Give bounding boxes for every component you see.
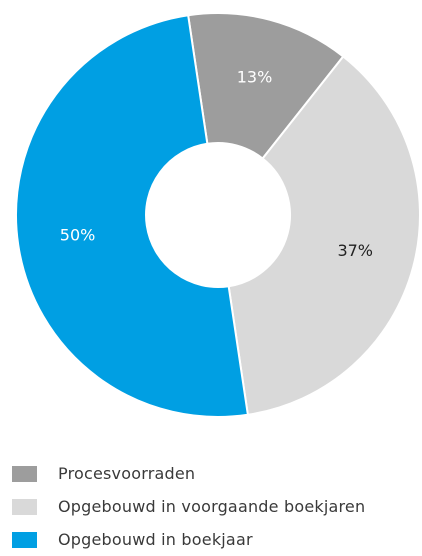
data-label-procesvoorraden: 13% [237, 67, 273, 86]
slice-opgebouwd-in-voorgaande-boekjaren [227, 55, 421, 416]
legend-label: Opgebouwd in voorgaande boekjaren [58, 497, 366, 516]
donut-chart: 13% 37% 50% [15, 12, 421, 418]
slice-procesvoorraden [187, 12, 345, 160]
legend-swatch-boekjaar [12, 531, 37, 548]
legend-item-boekjaar: Opgebouwd in boekjaar [12, 523, 365, 556]
legend-swatch-procesvoorraden [12, 465, 37, 482]
slice-opgebouwd-in-boekjaar [15, 14, 249, 418]
legend-item-procesvoorraden: Procesvoorraden [12, 457, 365, 490]
legend-label: Procesvoorraden [58, 464, 196, 483]
legend-swatch-voorgaande-boekjaren [12, 498, 37, 515]
legend-label: Opgebouwd in boekjaar [58, 530, 253, 549]
data-label-opgebouwd-in-boekjaar: 50% [60, 225, 96, 244]
legend: Procesvoorraden Opgebouwd in voorgaande … [12, 457, 365, 556]
legend-item-voorgaande-boekjaren: Opgebouwd in voorgaande boekjaren [12, 490, 365, 523]
data-label-opgebouwd-in-voorgaande-boekjaren: 37% [337, 241, 373, 260]
